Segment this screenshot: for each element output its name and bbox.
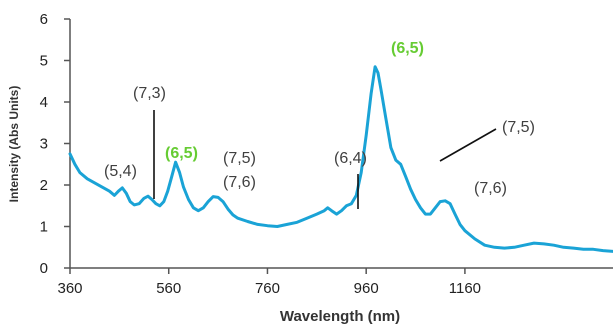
annotation-6-5-first: (6,5): [165, 145, 198, 162]
x-tick-label: 960: [354, 280, 379, 297]
annotation-7-5-second: (7,5): [502, 119, 535, 136]
annotation-7-5-first: (7,5): [223, 150, 256, 167]
y-tick-label: 4: [40, 94, 48, 111]
x-tick-label: 560: [156, 280, 181, 297]
y-axis-title: Intensity (Abs Units): [7, 86, 21, 203]
annotation-6-4: (6,4): [334, 150, 367, 167]
annotation-7-3: (7,3): [133, 85, 166, 102]
annotation-7-6-first: (7,6): [223, 174, 256, 191]
annotation-7-6-second: (7,6): [474, 180, 507, 197]
x-axis-title: Wavelength (nm): [280, 308, 400, 325]
x-tick-label: 360: [57, 280, 82, 297]
y-tick-label: 0: [40, 260, 48, 277]
y-tick-label: 1: [40, 219, 48, 236]
x-tick-label: 760: [255, 280, 280, 297]
y-tick-label: 6: [40, 11, 48, 28]
x-tick-label: 1160: [449, 280, 481, 297]
y-tick-label: 2: [40, 177, 48, 194]
pointer-line-7-5: [439, 128, 497, 162]
y-tick-label: 3: [40, 136, 48, 153]
y-tick-label: 5: [40, 53, 48, 70]
annotation-5-4: (5,4): [104, 163, 137, 180]
series-line: [68, 65, 613, 253]
annotation-6-5-main: (6,5): [391, 40, 424, 57]
